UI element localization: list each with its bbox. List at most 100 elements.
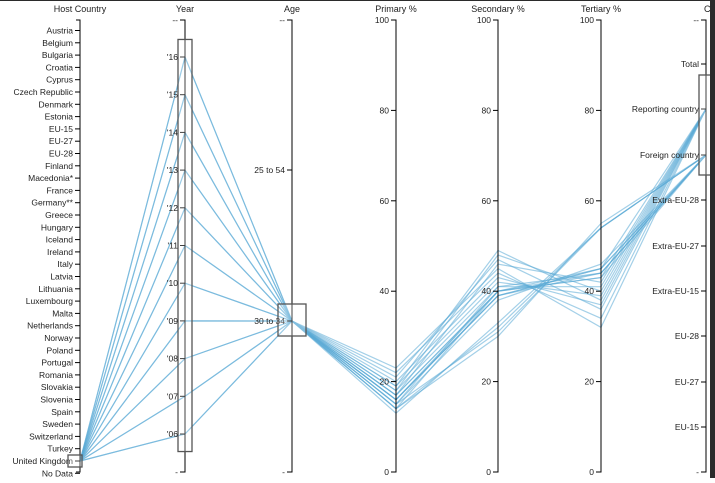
tick-cc: Extra-EU-27 xyxy=(652,241,706,251)
tick-cc: EU-28 xyxy=(675,331,706,341)
tick-label: Extra-EU-15 xyxy=(652,286,699,296)
axis-primary: Primary % 0 20 40 60 80 100 xyxy=(375,4,417,477)
tick-country: Czech Republic xyxy=(13,87,80,97)
axis-year: Year'16'15'14'13'12'11'10'09'08'07'06--- xyxy=(167,4,194,477)
tick-label: Norway xyxy=(44,333,74,343)
tick-label: '16 xyxy=(167,52,178,62)
tick-label: '14 xyxy=(167,127,178,137)
tick-year: '13 xyxy=(167,165,185,175)
tick-value: 80 xyxy=(585,105,601,115)
tick-value: 40 xyxy=(482,286,498,296)
tick-value: 0 xyxy=(589,467,601,477)
tick-label: Czech Republic xyxy=(13,87,73,97)
tick-label: Ireland xyxy=(47,247,73,257)
tick-value: 0 xyxy=(486,467,498,477)
tick-country: Lithuania xyxy=(38,284,80,294)
tick-label: Germany** xyxy=(31,198,73,208)
tick-label: Poland xyxy=(47,345,74,355)
tick-label: Total xyxy=(681,59,699,69)
tick-label: 20 xyxy=(380,377,390,387)
tick-country: Germany** xyxy=(31,198,80,208)
tick-country: Portugal xyxy=(41,358,80,368)
tick-label: '10 xyxy=(167,278,178,288)
tick-country: United Kingdom xyxy=(13,456,80,466)
tick-year: '12 xyxy=(167,203,185,213)
tick-label: Extra-EU-28 xyxy=(652,195,699,205)
tick-label: 20 xyxy=(585,377,595,387)
tick-label: Denmark xyxy=(39,99,74,109)
axis-secondary: Secondary % 0 20 40 60 80 100 xyxy=(471,4,525,477)
brush-age[interactable] xyxy=(277,303,307,337)
tick-year: '07 xyxy=(167,391,185,401)
tick-label: Spain xyxy=(51,407,73,417)
tick-value: 20 xyxy=(380,377,396,387)
tick-country: EU-28 xyxy=(49,149,80,159)
tick-label: 40 xyxy=(482,286,492,296)
tick-value: 80 xyxy=(380,105,396,115)
tick-label: 80 xyxy=(585,105,595,115)
frame-border-right xyxy=(710,0,715,478)
tick-age: 30 to 34 xyxy=(254,316,292,326)
brush-cc[interactable] xyxy=(698,74,714,176)
axis-title: CC xyxy=(704,4,710,14)
axis-title: Age xyxy=(284,4,300,14)
tick-label: Foreign country xyxy=(640,150,700,160)
tick-label: 0 xyxy=(486,467,491,477)
tick-label: Bulgaria xyxy=(42,50,73,60)
tick-label: 25 to 54 xyxy=(254,165,285,175)
tick-label: United Kingdom xyxy=(13,456,73,466)
tick-label: - xyxy=(282,467,285,477)
tick-label: Iceland xyxy=(46,235,74,245)
tick-cc: Extra-EU-28 xyxy=(652,195,706,205)
tick-label: Malta xyxy=(52,308,73,318)
axis-title: Secondary % xyxy=(471,4,525,14)
tick-year: '08 xyxy=(167,354,185,364)
tick-end-bottom: - xyxy=(696,467,706,477)
tick-label: Greece xyxy=(45,210,73,220)
tick-country: Italy xyxy=(57,259,80,269)
tick-label: Slovakia xyxy=(41,382,73,392)
brushes[interactable] xyxy=(67,38,714,468)
tick-country: Norway xyxy=(44,333,80,343)
axis-line xyxy=(288,19,293,473)
tick-label: Austria xyxy=(47,26,74,36)
axis-title: Tertiary % xyxy=(581,4,621,14)
tick-end-top: -- xyxy=(693,15,706,25)
frame-border-top xyxy=(0,0,715,1)
tick-label: Extra-EU-27 xyxy=(652,241,699,251)
axes: Host Country Austria Belgium Bulgaria Croati… xyxy=(13,4,715,478)
tick-country: Cyprus xyxy=(46,75,80,85)
tick-cc: EU-27 xyxy=(675,377,706,387)
tick-country: Malta xyxy=(52,308,80,318)
tick-label: 40 xyxy=(585,286,595,296)
tick-label: No Data xyxy=(42,468,73,478)
axis-tertiary: Tertiary % 0 20 40 60 80 100 xyxy=(580,4,621,477)
axis-line xyxy=(597,19,602,473)
tick-year: '11 xyxy=(168,241,185,251)
tick-label: 20 xyxy=(482,377,492,387)
tick-country: Slovenia xyxy=(40,395,80,405)
tick-country: Sweden xyxy=(42,419,80,429)
tick-cc: Extra-EU-15 xyxy=(652,286,706,296)
tick-label: 0 xyxy=(384,467,389,477)
tick-value: 100 xyxy=(580,15,601,25)
tick-country: Macedonia* xyxy=(28,173,80,183)
tick-value: 80 xyxy=(482,105,498,115)
tick-value: 60 xyxy=(482,196,498,206)
brush-year[interactable] xyxy=(177,38,193,453)
tick-country: France xyxy=(47,185,80,195)
brush-host-country[interactable] xyxy=(67,454,83,468)
tick-label: Reporting country xyxy=(632,104,700,114)
tick-label: Latvia xyxy=(50,272,73,282)
axis-title: Year xyxy=(176,4,194,14)
tick-label: Switzerland xyxy=(29,431,73,441)
tick-label: Macedonia* xyxy=(28,173,74,183)
tick-country: Luxembourg xyxy=(26,296,80,306)
tick-value: 100 xyxy=(477,15,498,25)
tick-label: EU-27 xyxy=(675,377,699,387)
tick-label: - xyxy=(696,467,699,477)
tick-label: 30 to 34 xyxy=(254,316,285,326)
